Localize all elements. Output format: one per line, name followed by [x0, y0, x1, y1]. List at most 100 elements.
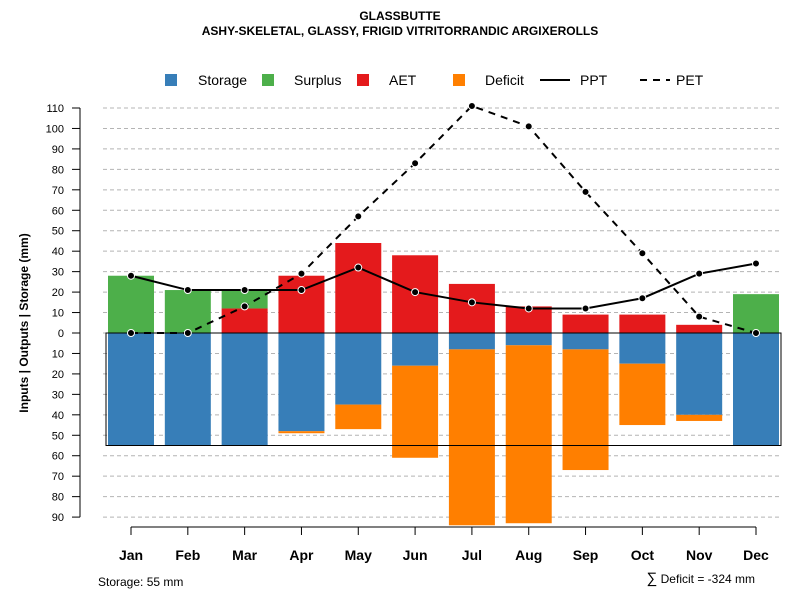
- legend-label-ppt: PPT: [580, 72, 608, 88]
- ppt-point: [524, 304, 533, 313]
- deficit-note-text: Deficit = -324 mm: [660, 572, 755, 586]
- storage-bar: [108, 333, 154, 446]
- storage-bar: [733, 333, 779, 446]
- y-tick-label: 50: [52, 226, 64, 238]
- aet-bar: [221, 308, 268, 333]
- ppt-line: [130, 262, 757, 310]
- y-tick-label: 110: [46, 103, 64, 115]
- x-tick-label: Feb: [175, 547, 200, 563]
- deficit-bar: [505, 345, 552, 524]
- storage-capacity-box: [105, 332, 782, 446]
- axes: 1101009080706050403020100102030405060708…: [17, 103, 769, 563]
- aet-bar: [562, 314, 609, 333]
- deficit-bar: [278, 431, 325, 434]
- line-series: [127, 101, 760, 337]
- legend-label-aet: AET: [389, 72, 417, 88]
- surplus-bar: [221, 290, 268, 309]
- y-tick-label: 100: [46, 123, 64, 135]
- y-tick-label: 60: [52, 451, 64, 463]
- storage-bar: [392, 333, 439, 366]
- storage-bar: [164, 333, 211, 446]
- y-tick-label: 80: [52, 492, 64, 504]
- legend-swatch-aet: [357, 74, 369, 86]
- legend: Storage Surplus AET Deficit PPT PET: [165, 72, 704, 88]
- storage-bar: [505, 333, 552, 346]
- pet-line: [131, 104, 757, 334]
- storage-bar: [562, 333, 609, 350]
- sum-icon: ∑: [646, 570, 658, 587]
- y-tick-label: 20: [52, 287, 64, 299]
- y-tick-label: 90: [52, 144, 64, 156]
- ppt-point: [581, 304, 590, 313]
- storage-note: Storage: 55 mm: [98, 575, 184, 589]
- ppt-point: [183, 286, 192, 295]
- y-tick-label: 0: [58, 328, 64, 340]
- ppt-point: [127, 271, 135, 280]
- y-tick-label: 30: [52, 389, 64, 401]
- y-tick-label: 40: [52, 246, 64, 258]
- aet-bar: [448, 283, 495, 333]
- ppt-point: [411, 288, 420, 297]
- storage-bar: [221, 333, 268, 446]
- pet-point: [752, 329, 760, 337]
- ppt-point: [752, 259, 760, 268]
- x-tick-label: Jan: [119, 547, 143, 563]
- deficit-bar: [335, 404, 382, 430]
- legend-swatch-storage: [165, 74, 177, 86]
- y-tick-label: 50: [52, 430, 64, 442]
- ppt-point: [240, 286, 249, 295]
- x-tick-label: Nov: [686, 547, 713, 563]
- surplus-bar: [733, 294, 779, 333]
- legend-swatch-deficit: [453, 74, 465, 86]
- y-tick-label: 90: [52, 512, 64, 524]
- deficit-bar: [562, 349, 609, 471]
- y-tick-label: 70: [52, 185, 64, 197]
- legend-label-storage: Storage: [198, 72, 247, 88]
- pet-point: [581, 187, 590, 196]
- storage-bar: [278, 333, 325, 432]
- chart-subtitle: ASHY-SKELETAL, GLASSY, FRIGID VITRITORRA…: [201, 24, 599, 38]
- aet-bar: [619, 314, 666, 333]
- pet-point: [524, 122, 533, 131]
- pet-point: [411, 159, 420, 168]
- x-tick-label: May: [345, 547, 372, 563]
- ppt-point: [467, 298, 476, 307]
- x-tick-label: Aug: [515, 547, 542, 563]
- deficit-bar: [676, 414, 723, 421]
- y-tick-label: 20: [52, 369, 64, 381]
- storage-bar: [335, 333, 382, 405]
- x-tick-label: Oct: [631, 547, 655, 563]
- x-tick-label: Jul: [462, 547, 482, 563]
- surplus-bar: [164, 290, 211, 333]
- pet-point: [467, 101, 476, 110]
- ppt-point: [638, 294, 647, 303]
- y-tick-label: 30: [52, 267, 64, 279]
- deficit-bar: [392, 365, 439, 458]
- y-tick-label: 10: [52, 348, 64, 360]
- pet-point: [297, 269, 306, 278]
- x-tick-label: Dec: [743, 547, 769, 563]
- x-tick-label: Jun: [403, 547, 428, 563]
- deficit-bar: [619, 363, 666, 426]
- pet-point: [638, 249, 647, 258]
- ppt-point: [695, 269, 704, 278]
- legend-swatch-surplus: [262, 74, 274, 86]
- legend-label-deficit: Deficit: [485, 72, 524, 88]
- aet-bar: [335, 243, 382, 333]
- aet-bar: [676, 324, 723, 333]
- storage-bar: [676, 333, 723, 415]
- y-tick-label: 10: [52, 308, 64, 320]
- y-tick-label: 60: [52, 205, 64, 217]
- pet-point: [354, 212, 363, 221]
- y-tick-label: 70: [52, 471, 64, 483]
- legend-label-surplus: Surplus: [294, 72, 341, 88]
- ppt-point: [354, 263, 363, 272]
- storage-bar: [619, 333, 666, 364]
- x-tick-label: Mar: [232, 547, 257, 563]
- pet-point: [127, 329, 135, 337]
- aet-bar: [278, 275, 325, 333]
- legend-label-pet: PET: [676, 72, 704, 88]
- x-tick-label: Apr: [289, 547, 314, 563]
- storage-bar: [448, 333, 495, 350]
- y-tick-label: 40: [52, 410, 64, 422]
